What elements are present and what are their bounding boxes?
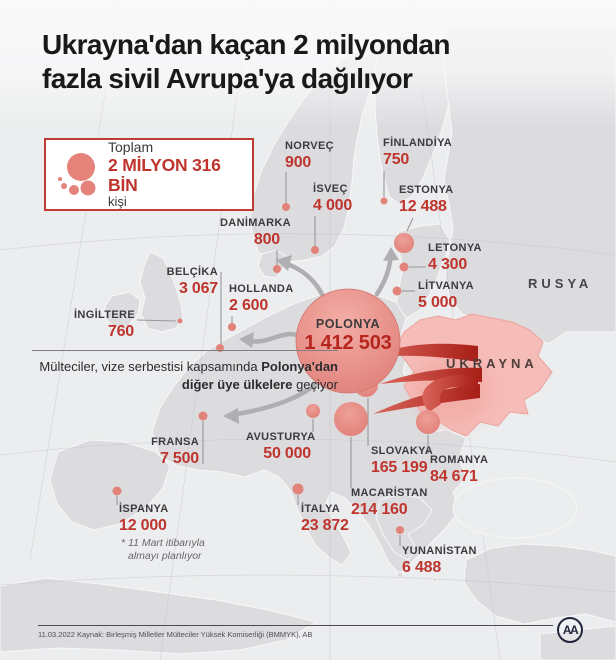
bubble-danimarka	[273, 265, 281, 273]
bubble-hollanda	[228, 323, 236, 331]
total-value: 2 MİLYON 316 BİN	[108, 154, 221, 196]
black-sea	[452, 477, 578, 539]
total-label: Toplam	[108, 138, 154, 155]
note-bold2: diğer üye ülkelere	[181, 376, 293, 392]
bubble-italya	[292, 483, 304, 495]
label-rusya: RUSYA	[528, 276, 593, 291]
label-yunanistan: YUNANİSTAN 6 488	[402, 545, 477, 576]
note-regular2: geçiyor	[292, 376, 338, 392]
total-unit: kişi	[108, 194, 127, 210]
note-bold1: Polonya'dan	[261, 359, 338, 374]
label-ukrayna: UKRAYNA	[446, 356, 538, 371]
total-box: Toplam 2 MİLYON 316 BİN kişi	[44, 138, 254, 211]
bubble-letonya	[399, 262, 409, 272]
bubble-estonya	[394, 233, 414, 253]
page-title: Ukrayna'dan kaçan 2 milyondan fazla sivi…	[42, 28, 582, 96]
aa-agency-logo: AA	[557, 617, 583, 643]
transit-note: Mülteciler, vize serbestisi kapsamında P…	[32, 350, 338, 393]
crowd-bubbles-icon	[58, 152, 96, 195]
bubble-isvec	[311, 246, 319, 254]
bubble-avusturya	[306, 404, 320, 418]
bubble-polonya	[295, 288, 401, 394]
label-polonya: POLONYA 1 412 503	[304, 317, 392, 355]
label-estonya: ESTONYA 12 488	[399, 184, 454, 215]
title-line2: fazla sivil Avrupa'ya dağılıyor	[42, 63, 413, 95]
label-litvanya: LİTVANYA 5 000	[418, 280, 474, 311]
bubble-norvec	[282, 203, 290, 211]
label-belcika: BELÇİKA 3 067	[166, 266, 219, 297]
footer-date: 11.03.2022	[38, 630, 75, 639]
label-romanya: ROMANYA 84 671	[430, 454, 489, 485]
bubble-ingiltere	[177, 318, 183, 324]
label-norvec: NORVEÇ 900	[285, 140, 334, 171]
title-line1: Ukrayna'dan kaçan 2 milyondan	[42, 29, 450, 60]
footer-source: Kaynak: Birleşmiş Milletler Mülteciler Y…	[77, 630, 313, 639]
label-ingiltere: İNGİLTERE 760	[74, 309, 136, 340]
label-hollanda: HOLLANDA 2 600	[229, 283, 294, 314]
label-finlandiya: FİNLANDİYA 750	[383, 137, 453, 168]
country-bubbles	[112, 197, 440, 534]
bubble-ispanya	[112, 486, 122, 496]
bubble-litvanya	[392, 286, 402, 296]
connector-lines	[116, 171, 429, 546]
note-regular1: Mülteciler, vize serbestisi kapsamında	[39, 359, 262, 374]
label-italya: İTALYA 23 872	[301, 503, 349, 534]
bubble-finlandiya	[380, 197, 388, 205]
label-letonya: LETONYA 4 300	[428, 242, 482, 273]
red-flow-arrows	[368, 343, 482, 414]
label-danimarka: DANİMARKA 800	[220, 217, 291, 248]
bubble-romanya	[416, 410, 440, 434]
label-fransa: FRANSA 7 500	[151, 436, 199, 467]
bubble-macaristan	[334, 402, 368, 436]
label-isvec: İSVEÇ 4 000	[313, 183, 353, 214]
total-text: Toplam 2 MİLYON 316 BİN kişi	[108, 139, 244, 210]
spain-footnote: * 11 Mart itibarıyla almayı planlıyor	[121, 537, 205, 563]
bubble-fransa	[198, 411, 208, 421]
label-ispanya: İSPANYA 12 000	[119, 503, 169, 534]
header-fade	[0, 0, 616, 128]
footer-divider	[38, 625, 553, 626]
label-slovakya: SLOVAKYA 165 199	[371, 445, 434, 476]
label-avusturya: AVUSTURYA 50 000	[246, 431, 316, 462]
label-macaristan: MACARİSTAN 214 160	[351, 487, 428, 518]
gray-arrowheads	[223, 247, 399, 424]
bubble-yunanistan	[396, 526, 404, 534]
